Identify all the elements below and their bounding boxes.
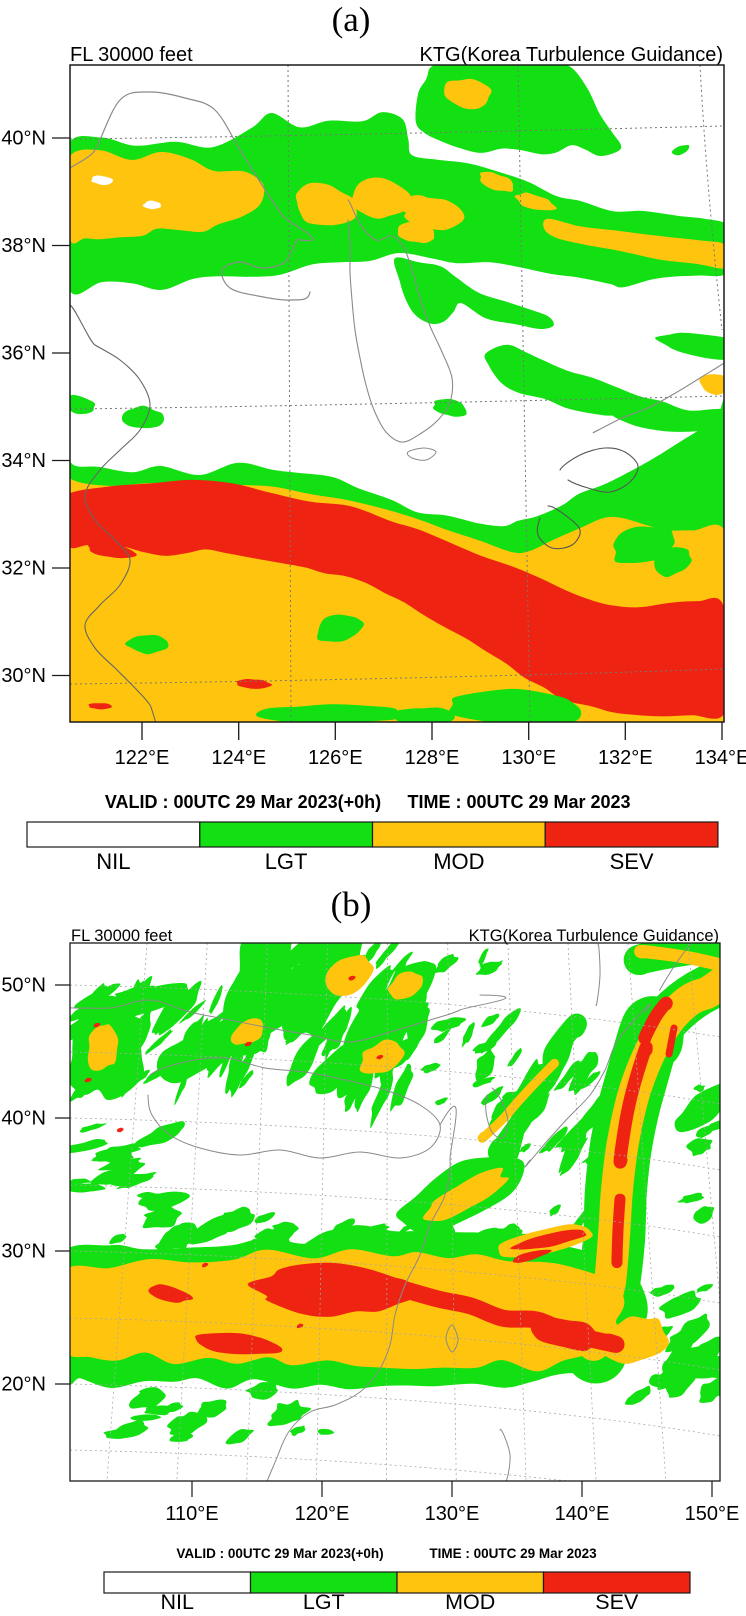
svg-text:124°E: 124°E (211, 747, 266, 769)
svg-text:TIME : 00UTC 29 Mar 2023: TIME : 00UTC 29 Mar 2023 (407, 792, 630, 812)
svg-text:(b): (b) (331, 885, 372, 924)
svg-text:NIL: NIL (160, 1590, 194, 1611)
svg-text:(a): (a) (332, 0, 371, 39)
svg-text:30°N: 30°N (1, 1241, 46, 1263)
svg-text:134°E: 134°E (695, 747, 746, 769)
svg-text:120°E: 120°E (295, 1503, 350, 1525)
svg-text:NIL: NIL (96, 849, 130, 874)
svg-text:MOD: MOD (433, 849, 484, 874)
svg-text:MOD: MOD (445, 1590, 495, 1611)
svg-text:128°E: 128°E (405, 747, 460, 769)
svg-text:LGT: LGT (265, 849, 308, 874)
svg-text:132°E: 132°E (598, 747, 653, 769)
svg-text:VALID : 00UTC 29 Mar 2023(+0h): VALID : 00UTC 29 Mar 2023(+0h) (105, 792, 381, 812)
svg-text:50°N: 50°N (1, 975, 46, 997)
svg-text:38°N: 38°N (1, 235, 46, 257)
svg-text:126°E: 126°E (308, 747, 363, 769)
svg-text:TIME : 00UTC 29 Mar 2023: TIME : 00UTC 29 Mar 2023 (429, 1546, 597, 1561)
svg-text:40°N: 40°N (1, 128, 46, 150)
svg-text:110°E: 110°E (165, 1503, 218, 1525)
svg-text:20°N: 20°N (1, 1374, 46, 1396)
svg-text:150°E: 150°E (685, 1503, 740, 1525)
svg-text:KTG(Korea Turbulence Guidance): KTG(Korea Turbulence Guidance) (420, 44, 724, 66)
svg-text:LGT: LGT (303, 1590, 345, 1611)
svg-text:SEV: SEV (595, 1590, 639, 1611)
svg-text:122°E: 122°E (115, 747, 170, 769)
svg-text:130°E: 130°E (425, 1503, 480, 1525)
svg-text:40°N: 40°N (1, 1108, 46, 1130)
svg-text:FL 30000 feet: FL 30000 feet (71, 927, 173, 945)
svg-text:30°N: 30°N (1, 665, 46, 687)
svg-text:130°E: 130°E (501, 747, 556, 769)
svg-text:140°E: 140°E (555, 1503, 610, 1525)
svg-text:34°N: 34°N (1, 450, 46, 472)
svg-text:36°N: 36°N (1, 343, 46, 365)
svg-text:KTG(Korea Turbulence Guidance): KTG(Korea Turbulence Guidance) (469, 927, 719, 945)
svg-text:SEV: SEV (610, 849, 654, 874)
svg-text:32°N: 32°N (1, 558, 46, 580)
svg-text:FL 30000 feet: FL 30000 feet (70, 44, 193, 66)
svg-text:VALID : 00UTC 29 Mar 2023(+0h): VALID : 00UTC 29 Mar 2023(+0h) (176, 1546, 383, 1561)
